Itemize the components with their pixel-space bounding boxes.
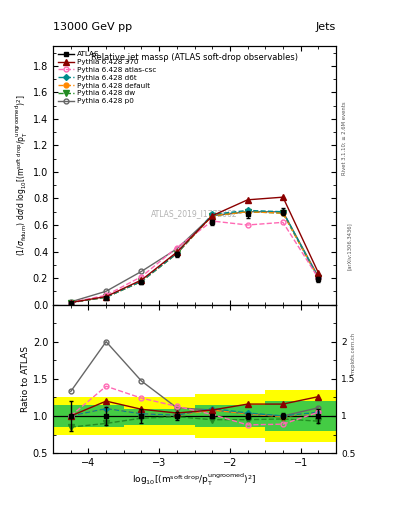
Pythia 6.428 d6t [245, 207, 250, 214]
Pythia 6.428 370 [68, 300, 73, 306]
Pythia 6.428 p0 [281, 209, 285, 215]
Pythia 6.428 370 [210, 212, 215, 219]
Line: Pythia 6.428 atlas-csc: Pythia 6.428 atlas-csc [68, 219, 321, 305]
Pythia 6.428 dw [281, 210, 285, 216]
Pythia 6.428 dw [316, 275, 321, 281]
Line: Pythia 6.428 p0: Pythia 6.428 p0 [68, 209, 321, 304]
Y-axis label: $(1/\sigma_{\rm fidum})$ d$\sigma$/d log$_{10}$[(m$^{\rm soft\ drop}$/p$_{\rm T}: $(1/\sigma_{\rm fidum})$ d$\sigma$/d log… [14, 94, 30, 256]
Pythia 6.428 p0 [245, 209, 250, 215]
Pythia 6.428 default [316, 275, 321, 281]
Pythia 6.428 370 [139, 277, 144, 283]
Legend: ATLAS, Pythia 6.428 370, Pythia 6.428 atlas-csc, Pythia 6.428 d6t, Pythia 6.428 : ATLAS, Pythia 6.428 370, Pythia 6.428 at… [57, 50, 158, 106]
Pythia 6.428 atlas-csc [210, 218, 215, 224]
Pythia 6.428 370 [316, 270, 321, 276]
Pythia 6.428 atlas-csc [281, 219, 285, 225]
Pythia 6.428 atlas-csc [316, 275, 321, 281]
Pythia 6.428 default [281, 210, 285, 216]
Pythia 6.428 dw [139, 278, 144, 284]
Pythia 6.428 d6t [104, 294, 108, 301]
Text: 13000 GeV pp: 13000 GeV pp [53, 22, 132, 32]
Pythia 6.428 atlas-csc [68, 300, 73, 306]
Pythia 6.428 dw [245, 209, 250, 215]
Y-axis label: Ratio to ATLAS: Ratio to ATLAS [21, 346, 30, 412]
Pythia 6.428 d6t [281, 209, 285, 215]
Text: ATLAS_2019_I1772062: ATLAS_2019_I1772062 [151, 209, 238, 219]
Pythia 6.428 atlas-csc [139, 273, 144, 280]
Text: Rivet 3.1.10; ≥ 2.6M events: Rivet 3.1.10; ≥ 2.6M events [342, 101, 347, 175]
Pythia 6.428 atlas-csc [174, 244, 179, 250]
Pythia 6.428 d6t [316, 275, 321, 281]
Pythia 6.428 p0 [210, 212, 215, 219]
Line: Pythia 6.428 370: Pythia 6.428 370 [68, 195, 321, 305]
Pythia 6.428 d6t [210, 211, 215, 218]
Pythia 6.428 dw [174, 250, 179, 257]
Pythia 6.428 370 [281, 194, 285, 200]
Pythia 6.428 d6t [139, 278, 144, 284]
Pythia 6.428 370 [104, 293, 108, 300]
Line: Pythia 6.428 d6t: Pythia 6.428 d6t [69, 208, 320, 305]
Pythia 6.428 default [104, 294, 108, 301]
Pythia 6.428 370 [174, 249, 179, 255]
Pythia 6.428 dw [104, 294, 108, 301]
Pythia 6.428 atlas-csc [245, 222, 250, 228]
Text: mcplots.cern.ch: mcplots.cern.ch [351, 332, 356, 374]
Pythia 6.428 370 [245, 197, 250, 203]
Pythia 6.428 default [245, 209, 250, 215]
Pythia 6.428 d6t [68, 300, 73, 306]
Line: Pythia 6.428 default: Pythia 6.428 default [68, 209, 321, 305]
Pythia 6.428 default [174, 250, 179, 257]
Line: Pythia 6.428 dw: Pythia 6.428 dw [68, 209, 321, 305]
Pythia 6.428 default [139, 278, 144, 284]
Text: Jets: Jets [316, 22, 336, 32]
Pythia 6.428 p0 [316, 273, 321, 280]
Text: Relative jet massρ (ATLAS soft-drop observables): Relative jet massρ (ATLAS soft-drop obse… [91, 53, 298, 61]
Pythia 6.428 d6t [174, 250, 179, 257]
Text: [arXiv:1306.3436]: [arXiv:1306.3436] [347, 222, 352, 270]
Pythia 6.428 default [210, 212, 215, 219]
Pythia 6.428 atlas-csc [104, 292, 108, 298]
Pythia 6.428 dw [68, 300, 73, 306]
Pythia 6.428 p0 [139, 268, 144, 274]
Pythia 6.428 p0 [68, 299, 73, 305]
Pythia 6.428 p0 [174, 246, 179, 252]
Pythia 6.428 default [68, 300, 73, 306]
X-axis label: log$_{10}$[(m$^{\rm soft\ drop}$/p$_{\rm T}^{\rm ungroomed}$)$^{2}$]: log$_{10}$[(m$^{\rm soft\ drop}$/p$_{\rm… [132, 472, 257, 488]
Pythia 6.428 p0 [104, 288, 108, 294]
Pythia 6.428 dw [210, 212, 215, 219]
